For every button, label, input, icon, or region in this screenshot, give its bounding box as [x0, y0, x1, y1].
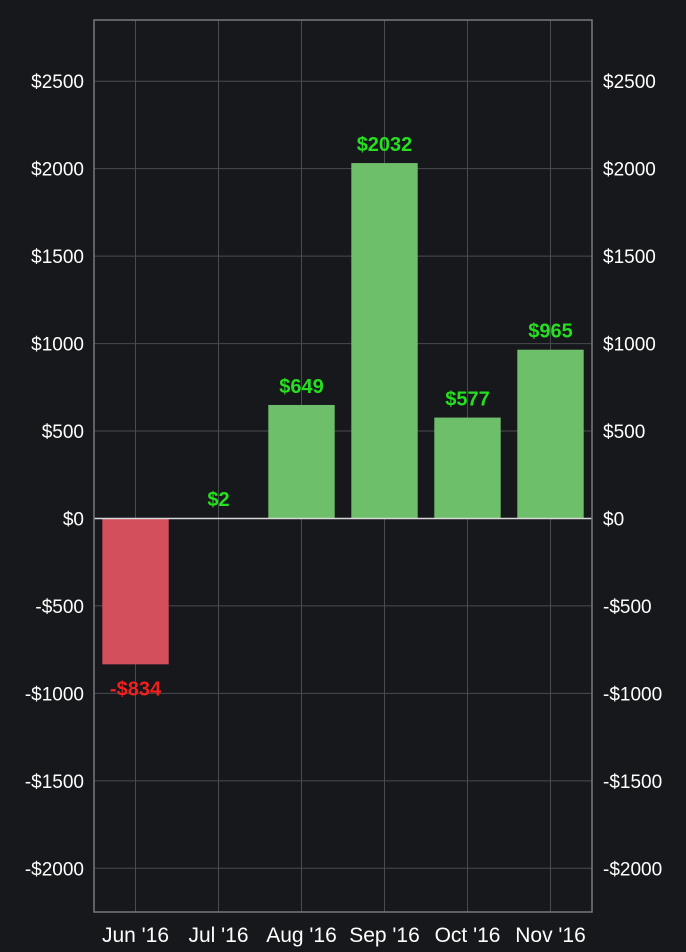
- x-tick-label: Sep '16: [349, 924, 420, 947]
- y-tick-label-left: -$1000: [25, 684, 84, 705]
- bar-0: [102, 518, 169, 665]
- y-tick-label-left: $2000: [31, 160, 84, 181]
- x-tick-label: Nov '16: [515, 924, 586, 947]
- data-label-2: $649: [279, 376, 324, 398]
- x-axis: Jun '16 Jul '16 Aug '16 Sep '16 Oct '16 Nov '…: [102, 924, 586, 947]
- data-label-4: $577: [445, 389, 490, 411]
- y-tick-label-right: $2500: [603, 72, 656, 93]
- y-axis-right: -$2000 -$1500 -$1000 -$500 $0 $500 $1000 $1500 $…: [603, 72, 662, 880]
- bar-2: [268, 404, 335, 519]
- y-tick-label-right: $0: [603, 509, 624, 530]
- y-tick-label-left: $2500: [31, 72, 84, 93]
- y-axis-left: -$2000 -$1500 -$1000 -$500 $0 $500 $1000 $1500 $…: [25, 72, 84, 880]
- data-label-0: -$834: [110, 678, 162, 700]
- y-tick-label-right: -$500: [603, 597, 652, 618]
- frame-layer: [93, 19, 593, 913]
- y-tick-label-right: $2000: [603, 160, 656, 181]
- bar-4: [434, 417, 501, 519]
- y-tick-label-left: -$1500: [25, 772, 84, 793]
- y-tick-label-left: -$2000: [25, 859, 84, 880]
- y-tick-label-right: -$1000: [603, 684, 662, 705]
- y-tick-label-right: $1000: [603, 335, 656, 356]
- labels-layer: -$834 $2 $649 $2032 $577 $965: [110, 134, 573, 700]
- y-tick-label-left: $500: [42, 422, 84, 443]
- y-tick-label-right: $500: [603, 422, 645, 443]
- y-tick-label-right: $1500: [603, 247, 656, 268]
- bar-3: [351, 163, 418, 519]
- x-tick-label: Aug '16: [266, 924, 337, 947]
- y-tick-label-right: -$2000: [603, 859, 662, 880]
- x-tick-label: Jul '16: [188, 924, 248, 947]
- x-tick-label: Jun '16: [102, 924, 169, 947]
- y-tick-label-left: $1000: [31, 335, 84, 356]
- data-label-3: $2032: [357, 134, 413, 156]
- bar-5: [517, 349, 584, 519]
- y-tick-label-left: -$500: [35, 597, 84, 618]
- y-tick-label-left: $0: [63, 509, 84, 530]
- bars-layer: [102, 163, 584, 665]
- data-label-1: $2: [207, 489, 229, 511]
- x-tick-label: Oct '16: [435, 924, 501, 947]
- y-tick-label-left: $1500: [31, 247, 84, 268]
- plot-frame: [93, 19, 593, 913]
- data-label-5: $965: [528, 321, 573, 343]
- y-tick-label-right: -$1500: [603, 772, 662, 793]
